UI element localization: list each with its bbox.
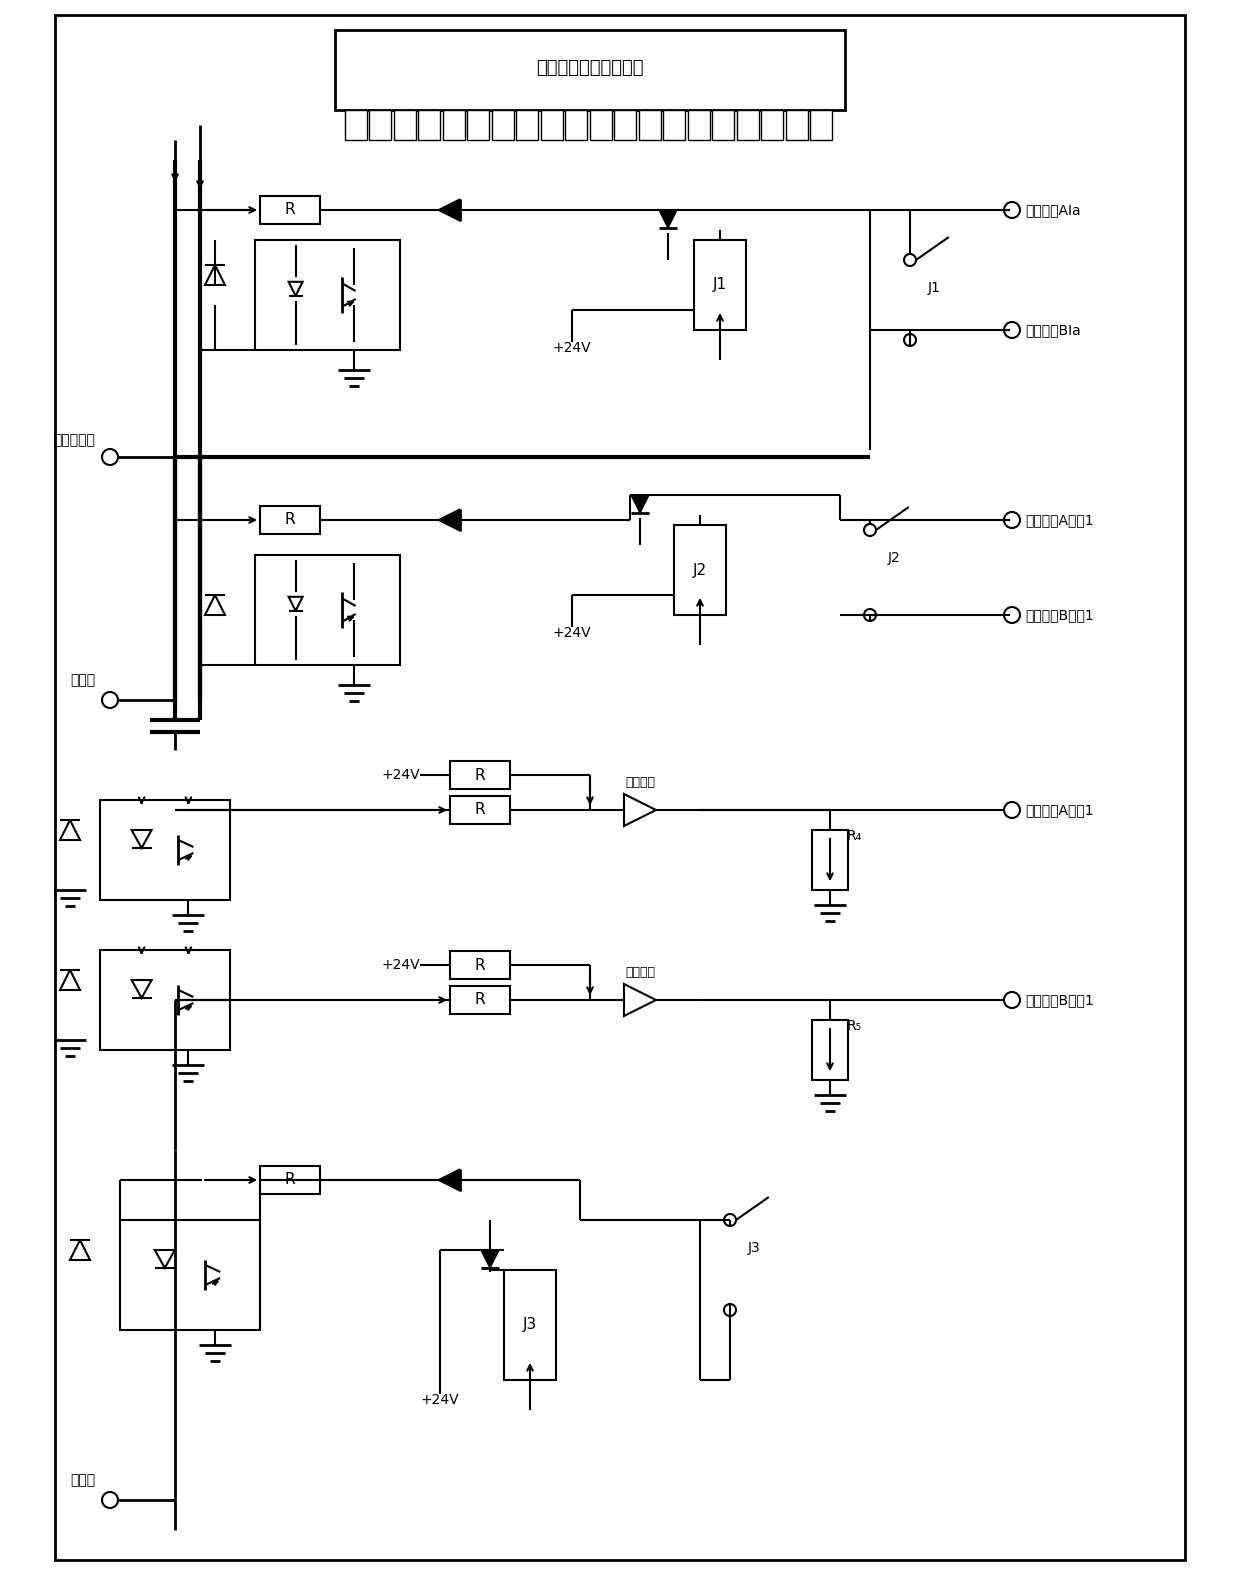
Polygon shape: [155, 1251, 175, 1268]
Bar: [100, 949, 229, 1050]
Text: +24V: +24V: [553, 626, 591, 640]
Text: 开出量: 开出量: [69, 1474, 95, 1486]
Text: 可编程开入开出控制卡: 可编程开入开出控制卡: [536, 59, 644, 76]
Text: 保护装置AIa: 保护装置AIa: [1025, 202, 1080, 217]
Bar: [260, 507, 320, 534]
Bar: [503, 1270, 556, 1380]
Text: R: R: [285, 1172, 295, 1187]
Text: J2: J2: [693, 562, 707, 578]
Polygon shape: [624, 984, 656, 1016]
Bar: [675, 526, 725, 615]
Text: J1: J1: [928, 280, 941, 295]
Polygon shape: [438, 1169, 460, 1192]
Bar: [737, 110, 759, 140]
Bar: [614, 110, 636, 140]
Polygon shape: [69, 1239, 91, 1260]
Text: 开入量: 开入量: [69, 672, 95, 687]
Text: J1: J1: [713, 277, 727, 293]
Text: 开出通道: 开出通道: [625, 965, 655, 978]
Bar: [450, 951, 510, 980]
Text: R₅: R₅: [847, 1020, 862, 1032]
Text: 保护装置A开出1: 保护装置A开出1: [1025, 803, 1094, 817]
Bar: [761, 110, 782, 140]
Bar: [443, 110, 465, 140]
Bar: [394, 110, 415, 140]
Text: J3: J3: [748, 1241, 761, 1255]
Bar: [450, 796, 510, 824]
Text: R: R: [285, 202, 295, 218]
Bar: [694, 241, 746, 330]
Bar: [639, 110, 661, 140]
Polygon shape: [205, 264, 224, 285]
Text: 保护装置A开入1: 保护装置A开入1: [1025, 513, 1094, 527]
Bar: [100, 800, 229, 900]
Text: 保护装置B开入1: 保护装置B开入1: [1025, 609, 1094, 621]
Polygon shape: [131, 830, 151, 847]
Polygon shape: [481, 1251, 498, 1268]
Bar: [255, 554, 401, 664]
Text: J3: J3: [523, 1317, 537, 1332]
Text: R: R: [475, 957, 485, 972]
Bar: [812, 830, 848, 890]
Polygon shape: [60, 970, 81, 989]
Bar: [370, 110, 391, 140]
Text: +24V: +24V: [420, 1392, 459, 1407]
Polygon shape: [438, 199, 460, 221]
Text: R: R: [285, 513, 295, 527]
Text: 保护装置B开出1: 保护装置B开出1: [1025, 992, 1094, 1007]
Bar: [663, 110, 684, 140]
Polygon shape: [205, 596, 224, 615]
Polygon shape: [60, 820, 81, 840]
Text: 保护装置BIa: 保护装置BIa: [1025, 323, 1081, 338]
Bar: [810, 110, 832, 140]
Text: +24V: +24V: [382, 957, 420, 972]
Bar: [418, 110, 440, 140]
Bar: [590, 110, 613, 140]
Polygon shape: [631, 495, 649, 513]
Text: R: R: [475, 768, 485, 782]
Bar: [450, 761, 510, 789]
Polygon shape: [131, 980, 151, 997]
Bar: [786, 110, 808, 140]
Bar: [345, 110, 367, 140]
Bar: [260, 1166, 320, 1195]
Bar: [688, 110, 711, 140]
Bar: [516, 110, 538, 140]
Polygon shape: [658, 210, 677, 228]
Bar: [335, 30, 844, 110]
Bar: [467, 110, 489, 140]
Text: +24V: +24V: [382, 768, 420, 782]
Bar: [255, 241, 401, 350]
Bar: [565, 110, 587, 140]
Text: +24V: +24V: [553, 341, 591, 355]
Bar: [541, 110, 563, 140]
Text: R: R: [475, 803, 485, 817]
Polygon shape: [289, 282, 303, 296]
Bar: [492, 110, 515, 140]
Polygon shape: [624, 793, 656, 827]
Polygon shape: [438, 510, 460, 530]
Text: R₄: R₄: [847, 828, 862, 843]
Text: J2: J2: [888, 551, 900, 566]
Bar: [712, 110, 734, 140]
Bar: [450, 986, 510, 1015]
Bar: [260, 196, 320, 225]
Bar: [120, 1220, 260, 1330]
Text: R: R: [475, 992, 485, 1007]
Polygon shape: [289, 597, 303, 610]
Text: 输入模拟量: 输入模拟量: [53, 433, 95, 448]
Text: 开出通道: 开出通道: [625, 776, 655, 789]
Bar: [812, 1020, 848, 1080]
